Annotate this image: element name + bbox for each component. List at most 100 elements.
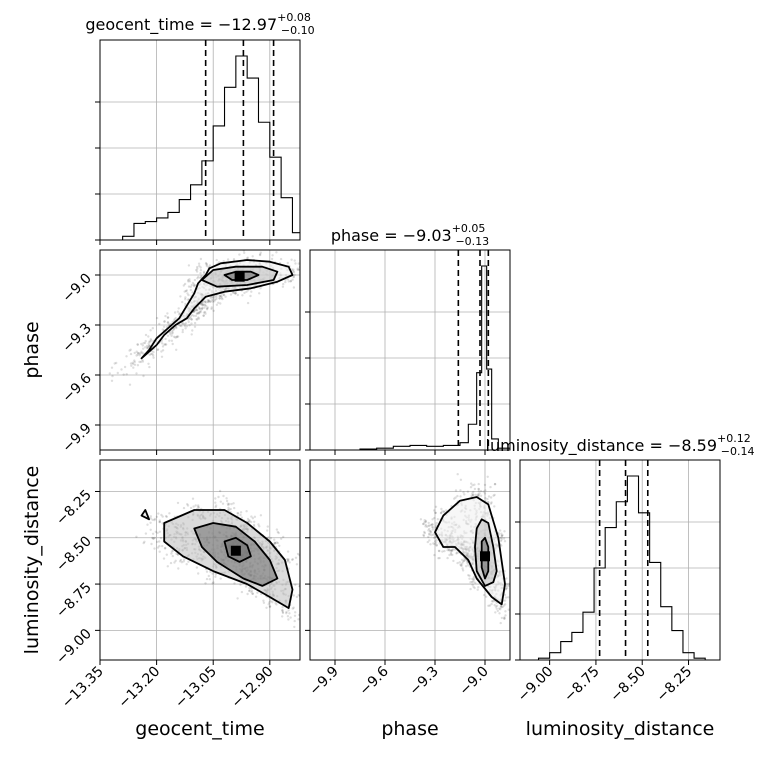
scatter-point xyxy=(445,509,448,512)
histogram-geocent-time xyxy=(100,55,300,240)
scatter-point xyxy=(423,519,426,522)
scatter-point xyxy=(149,521,152,524)
scatter-point xyxy=(285,612,288,615)
scatter-point xyxy=(193,310,196,313)
scatter-point xyxy=(435,544,438,547)
scatter-point xyxy=(287,609,290,612)
scatter-point xyxy=(170,552,173,555)
scatter-point xyxy=(171,342,174,346)
scatter-point xyxy=(206,300,210,303)
scatter-point xyxy=(218,297,221,300)
scatter-point xyxy=(152,350,155,354)
scatter-point xyxy=(281,611,285,615)
scatter-point xyxy=(287,558,290,561)
scatter-point xyxy=(214,497,217,500)
scatter-point xyxy=(222,293,226,297)
scatter-point xyxy=(472,580,475,583)
scatter-point xyxy=(175,348,178,351)
scatter-point xyxy=(130,364,133,367)
scatter-point xyxy=(296,552,300,556)
scatter-point xyxy=(269,600,272,603)
scatter-point xyxy=(158,550,161,553)
scatter-point xyxy=(459,489,462,492)
scatter-point xyxy=(500,544,503,547)
contour-line-1 xyxy=(474,518,498,587)
scatter-point xyxy=(131,361,134,364)
scatter-point xyxy=(297,593,300,597)
scatter-point xyxy=(293,625,296,629)
panel-luminosity-distance-vs-phase: −9.9 −9.6 −9.3 −9.0 xyxy=(305,459,511,699)
panel-frame xyxy=(99,249,301,451)
scatter-point xyxy=(186,292,189,295)
y-tick-label-luminosity-distance: −8.50 xyxy=(53,533,95,575)
scatter-point xyxy=(228,502,231,506)
scatter-point xyxy=(148,345,151,348)
scatter-point xyxy=(461,569,465,572)
scatter-point xyxy=(493,505,496,508)
scatter-point xyxy=(477,490,480,493)
scatter-point xyxy=(203,306,206,309)
scatter-point xyxy=(174,559,177,562)
scatter-point xyxy=(292,270,295,273)
density-fill xyxy=(141,260,293,359)
scatter-point xyxy=(133,359,136,362)
scatter-point xyxy=(179,558,183,562)
scatter-point xyxy=(458,561,461,564)
scatter-point xyxy=(214,505,217,509)
scatter-point xyxy=(473,483,476,486)
scatter-point xyxy=(286,615,290,618)
scatter-point xyxy=(197,311,200,315)
scatter-point xyxy=(505,577,508,580)
scatter-point xyxy=(284,280,287,284)
scatter-point xyxy=(129,348,132,351)
scatter-point xyxy=(210,306,213,309)
panel-frame xyxy=(309,249,511,451)
scatter-point xyxy=(483,483,487,487)
scatter-point xyxy=(431,523,434,526)
scatter-point xyxy=(251,592,254,595)
scatter-point xyxy=(311,605,313,607)
scatter-point xyxy=(204,582,207,585)
panel-geocent-time-vs-geocent-time xyxy=(95,39,301,245)
scatter-point xyxy=(307,594,309,596)
scatter-point xyxy=(304,595,306,597)
scatter-point xyxy=(220,295,223,298)
scatter-point xyxy=(156,546,160,549)
scatter-point xyxy=(185,289,188,292)
scatter-point xyxy=(500,536,503,540)
scatter-point xyxy=(180,324,183,328)
scatter-point xyxy=(238,253,241,256)
scatter-point xyxy=(473,487,477,491)
x-axis-title-luminosity-distance: luminosity_distance xyxy=(526,718,715,740)
scatter-point xyxy=(184,327,187,330)
contour-line-0 xyxy=(223,536,252,563)
scatter-point xyxy=(259,287,262,290)
scatter-point xyxy=(158,519,161,522)
scatter-point xyxy=(197,316,200,319)
scatter-point xyxy=(193,284,196,287)
scatter-point xyxy=(152,356,155,359)
scatter-point xyxy=(187,560,190,563)
scatter-point xyxy=(281,615,284,618)
scatter-point xyxy=(175,325,178,329)
scatter-point xyxy=(164,343,167,346)
scatter-point xyxy=(141,344,144,347)
scatter-point xyxy=(484,489,487,492)
scatter-point xyxy=(236,293,239,297)
contour-line-2 xyxy=(163,509,294,609)
scatter-point xyxy=(262,601,266,604)
scatter-point xyxy=(234,292,237,295)
scatter-point xyxy=(465,565,468,568)
scatter-point xyxy=(138,354,141,357)
scatter-point xyxy=(507,582,510,585)
scatter-point xyxy=(505,582,509,586)
scatter-point xyxy=(429,530,432,533)
scatter-point xyxy=(164,546,167,550)
scatter-point xyxy=(471,484,474,487)
histogram-phase xyxy=(310,265,510,450)
scatter-point xyxy=(495,601,498,604)
scatter-point xyxy=(472,575,476,579)
scatter-point xyxy=(222,293,225,297)
scatter-point xyxy=(248,589,251,592)
scatter-point xyxy=(491,600,495,603)
